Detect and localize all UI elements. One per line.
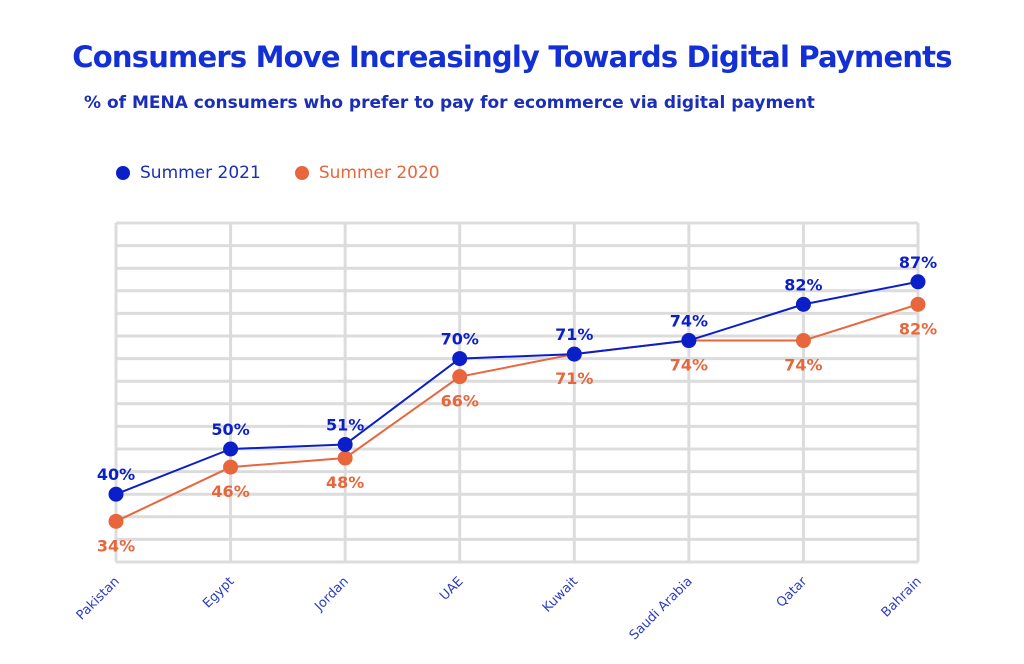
x-tick-label: Saudi Arabia xyxy=(627,574,696,643)
legend-item-summer-2020: Summer 2020 xyxy=(294,163,440,183)
data-point-summer-2020 xyxy=(452,369,468,385)
data-label-summer-2021: 50% xyxy=(211,420,249,439)
x-tick-label: Qatar xyxy=(774,574,811,611)
series-line-summer-2021 xyxy=(115,280,919,496)
legend-label-summer-2021: Summer 2021 xyxy=(140,163,261,183)
x-tick-label: UAE xyxy=(437,574,466,603)
data-labels: 40% 50% 51% 70% 71% 74% 82% 87% 34% 46% 48% 66% 71% 7… xyxy=(97,253,937,556)
data-label-summer-2021: 70% xyxy=(441,330,479,349)
series-lines xyxy=(115,280,919,523)
data-label-summer-2020: 66% xyxy=(441,392,479,411)
data-label-summer-2021: 51% xyxy=(326,415,364,434)
data-label-summer-2020: 82% xyxy=(899,319,937,338)
x-tick-label: Egypt xyxy=(200,574,237,611)
data-point-summer-2021 xyxy=(337,436,353,452)
x-tick-label: Jordan xyxy=(311,574,352,615)
chart-subtitle: % of MENA consumers who prefer to pay fo… xyxy=(84,93,815,113)
data-point-summer-2021 xyxy=(566,346,582,362)
data-point-summer-2020 xyxy=(223,459,239,475)
data-point-summer-2021 xyxy=(108,486,124,502)
data-label-summer-2021: 40% xyxy=(97,465,135,484)
x-tick-label: Kuwait xyxy=(540,574,581,615)
data-label-summer-2020: 71% xyxy=(555,369,593,388)
data-point-summer-2020 xyxy=(910,296,926,312)
data-label-summer-2021: 82% xyxy=(784,275,822,294)
legend: Summer 2021 Summer 2020 xyxy=(116,163,474,183)
data-point-summer-2020 xyxy=(337,450,353,466)
data-point-summer-2021 xyxy=(223,441,239,457)
x-tick-label: Pakistan xyxy=(74,574,123,623)
legend-label-summer-2020: Summer 2020 xyxy=(318,163,440,183)
data-label-summer-2020: 34% xyxy=(97,536,135,555)
data-label-summer-2020: 48% xyxy=(326,473,364,492)
data-label-summer-2021: 87% xyxy=(899,253,937,272)
data-label-summer-2021: 71% xyxy=(555,325,593,344)
chart-title: Consumers Move Increasingly Towards Digi… xyxy=(72,40,952,74)
data-point-summer-2021 xyxy=(910,274,926,290)
series-markers xyxy=(108,274,926,529)
legend-item-summer-2021: Summer 2021 xyxy=(116,163,261,183)
data-label-summer-2020: 74% xyxy=(670,356,708,375)
data-point-summer-2021 xyxy=(795,296,811,312)
x-tick-label: Bahrain xyxy=(879,574,925,620)
legend-marker-summer-2021 xyxy=(116,166,130,180)
data-point-summer-2020 xyxy=(795,333,811,349)
grid xyxy=(114,221,920,564)
legend-marker-summer-2020 xyxy=(294,166,309,180)
data-label-summer-2020: 46% xyxy=(211,482,249,501)
data-point-summer-2021 xyxy=(681,333,697,349)
data-point-summer-2020 xyxy=(108,513,124,529)
data-label-summer-2021: 74% xyxy=(670,312,708,331)
data-point-summer-2021 xyxy=(452,351,468,367)
series-line-summer-2020 xyxy=(115,303,919,523)
data-label-summer-2020: 74% xyxy=(784,356,822,375)
x-axis-tick-labels: Pakistan Egypt Jordan UAE Kuwait Saudi Arabia… xyxy=(74,574,925,643)
